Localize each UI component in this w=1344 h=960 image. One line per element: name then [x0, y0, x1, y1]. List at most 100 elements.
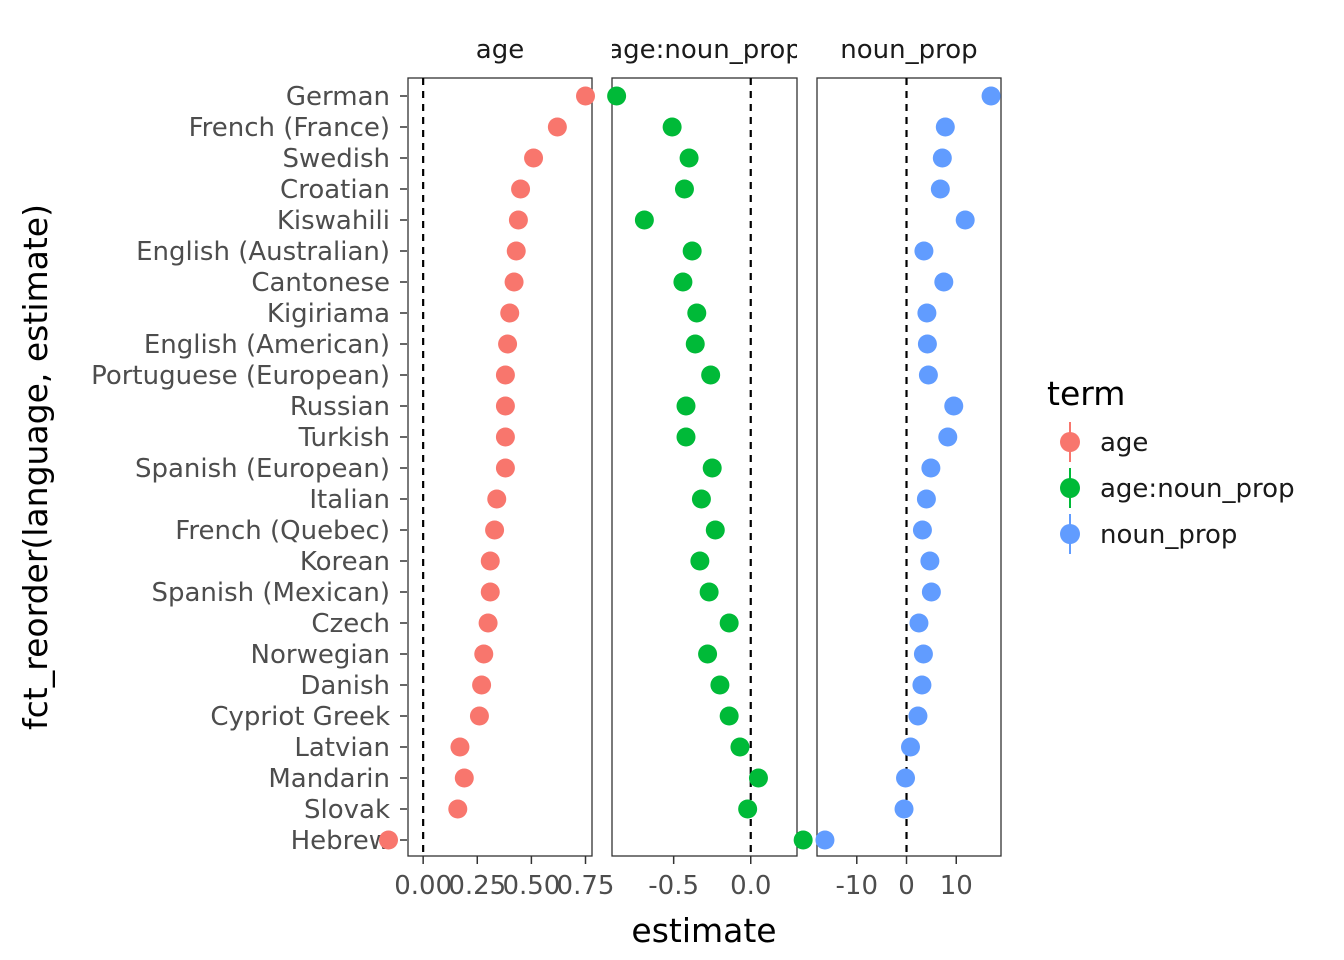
data-point — [662, 117, 682, 137]
data-point — [691, 489, 711, 509]
y-tick-label: Spanish (Mexican) — [151, 578, 390, 608]
y-tick-label: Portuguese (European) — [91, 361, 390, 391]
data-point — [935, 117, 955, 137]
data-point — [454, 768, 474, 788]
y-tick-label: French (Quebec) — [175, 516, 390, 546]
legend-label: age:noun_prop — [1100, 474, 1295, 504]
panel-noun-prop: noun_prop -10 0 10 — [815, 35, 1002, 901]
data-point — [524, 148, 544, 168]
data-point — [450, 737, 470, 757]
data-point — [480, 582, 500, 602]
legend-label: noun_prop — [1100, 520, 1237, 550]
y-tick-label: Kigiriama — [267, 299, 390, 329]
y-tick-label: English (Australian) — [136, 237, 390, 267]
legend-label: age — [1100, 428, 1148, 458]
data-point — [498, 334, 518, 354]
y-tick-label: French (France) — [189, 113, 390, 143]
data-point — [944, 396, 964, 416]
data-point — [793, 830, 813, 850]
data-point — [495, 396, 515, 416]
data-point — [508, 210, 528, 230]
data-point — [932, 148, 952, 168]
data-point — [500, 303, 520, 323]
data-point — [981, 86, 1001, 106]
data-point — [448, 799, 468, 819]
y-tick-label: Danish — [300, 671, 390, 701]
x-tick-label: 0.25 — [448, 871, 506, 901]
y-tick-label: Slovak — [304, 795, 390, 825]
y-tick-label: Mandarin — [268, 764, 390, 794]
data-point — [719, 706, 739, 726]
data-point — [916, 489, 936, 509]
data-point — [495, 458, 515, 478]
data-point — [815, 830, 835, 850]
x-tick-label: 0.00 — [394, 871, 452, 901]
data-point — [685, 334, 705, 354]
x-tick-label: -10 — [836, 871, 878, 901]
data-point — [918, 365, 938, 385]
data-point — [506, 241, 526, 261]
data-point — [674, 179, 694, 199]
data-point — [738, 799, 758, 819]
strip-label: age — [476, 35, 524, 65]
x-tick-label: 10 — [940, 871, 973, 901]
y-tick-label: Kiswahili — [277, 206, 390, 236]
data-point — [921, 458, 941, 478]
data-point — [914, 241, 934, 261]
data-point — [702, 458, 722, 478]
legend-key-point — [1060, 478, 1080, 498]
y-tick-label: Turkish — [298, 423, 390, 453]
data-point — [676, 396, 696, 416]
data-point — [504, 272, 524, 292]
y-axis-title: fct_reorder(language, estimate) — [16, 204, 55, 730]
data-point — [379, 830, 399, 850]
data-point — [719, 613, 739, 633]
data-point — [917, 334, 937, 354]
data-point — [687, 303, 707, 323]
data-point — [480, 551, 500, 571]
data-point — [955, 210, 975, 230]
legend-key-point — [1060, 524, 1080, 544]
data-point — [900, 737, 920, 757]
x-tick-label: -0.5 — [648, 871, 699, 901]
x-tick-label: 0.0 — [730, 871, 771, 901]
data-point — [930, 179, 950, 199]
data-point — [909, 613, 929, 633]
legend-key — [1060, 422, 1080, 462]
data-point — [908, 706, 928, 726]
y-tick-label: Spanish (European) — [135, 454, 390, 484]
y-tick-label: Swedish — [282, 144, 390, 174]
data-point — [938, 427, 958, 447]
data-point — [710, 675, 730, 695]
data-point — [634, 210, 654, 230]
data-point — [478, 613, 498, 633]
data-point — [934, 272, 954, 292]
data-point — [912, 520, 932, 540]
data-point — [673, 272, 693, 292]
legend: term age age:noun_prop noun_prop — [1047, 374, 1295, 554]
legend-key — [1060, 514, 1080, 554]
data-point — [495, 427, 515, 447]
y-tick-label: Korean — [300, 547, 390, 577]
data-point — [487, 489, 507, 509]
panel-border — [816, 77, 1002, 857]
y-tick-label: Russian — [290, 392, 390, 422]
data-point — [699, 582, 719, 602]
data-point — [896, 768, 916, 788]
data-point — [894, 799, 914, 819]
legend-key — [1060, 468, 1080, 508]
data-point — [920, 551, 940, 571]
data-point — [690, 551, 710, 571]
strip-label: noun_prop — [840, 35, 977, 65]
legend-key-point — [1060, 432, 1080, 452]
data-point — [676, 427, 696, 447]
y-tick-label: Hebrew — [291, 826, 390, 856]
data-point — [474, 644, 494, 664]
y-tick-label: Latvian — [294, 733, 390, 763]
data-point — [748, 768, 768, 788]
data-point — [607, 86, 627, 106]
data-point — [730, 737, 750, 757]
x-axis-title: estimate — [631, 911, 776, 950]
